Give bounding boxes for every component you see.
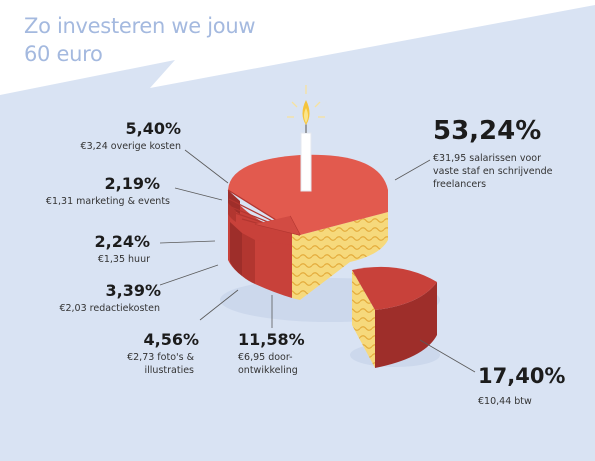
slice-btw-top <box>352 266 437 310</box>
label-photos-desc: €2,73 foto's & illustraties <box>127 351 194 377</box>
label-salaries-desc: €31,95 salarissen voor vaste staf en sch… <box>433 152 593 191</box>
label-marketing-percent: 2,19% <box>104 174 160 193</box>
label-salaries-line1: €31,95 salarissen voor <box>433 153 541 164</box>
cake-main <box>227 154 388 300</box>
label-salaries-line3: freelancers <box>433 179 487 190</box>
slice-side-editorial <box>242 233 255 284</box>
candle-stick <box>300 132 312 192</box>
slice-top-development <box>255 216 300 235</box>
label-development-percent: 11,58% <box>238 330 305 349</box>
label-btw-desc: €10,44 btw <box>478 396 532 407</box>
cake-cut-face-front <box>300 235 350 300</box>
label-salaries-line2: vaste staf en schrijvende <box>433 166 553 177</box>
slice-btw-cream-face <box>352 270 375 368</box>
label-development-line2: ontwikkeling <box>238 365 298 376</box>
label-other-desc: €3,24 overige kosten <box>80 141 181 152</box>
label-rent-percent: 2,24% <box>94 232 150 251</box>
candle <box>287 85 325 192</box>
slice-side-rent <box>230 222 242 276</box>
leader-lines <box>159 149 476 373</box>
slice-btw <box>350 266 440 368</box>
label-editorial-desc: €2,03 redactiekosten <box>59 303 160 314</box>
label-rent-desc: €1,35 huur <box>97 254 150 265</box>
label-photos-percent: 4,56% <box>143 330 199 349</box>
slice-side-development <box>255 240 292 298</box>
label-development-desc: €6,95 door- ontwikkeling <box>238 351 298 377</box>
label-photos-line2: illustraties <box>144 365 195 376</box>
label-btw-percent: 17,40% <box>478 364 566 388</box>
chart-title-line-2: 60 euro <box>24 42 103 66</box>
label-photos-line1: €2,73 foto's & <box>127 352 194 363</box>
slice-btw-side <box>375 282 437 368</box>
label-other-percent: 5,40% <box>125 119 181 138</box>
slice-side-marketing <box>228 203 236 222</box>
label-salaries-percent: 53,24% <box>433 116 542 146</box>
chart-title-line-1: Zo investeren we jouw <box>24 14 256 38</box>
label-editorial-percent: 3,39% <box>105 281 161 300</box>
label-marketing-desc: €1,31 marketing & events <box>45 196 170 207</box>
label-development-line1: €6,95 door- <box>238 352 293 363</box>
